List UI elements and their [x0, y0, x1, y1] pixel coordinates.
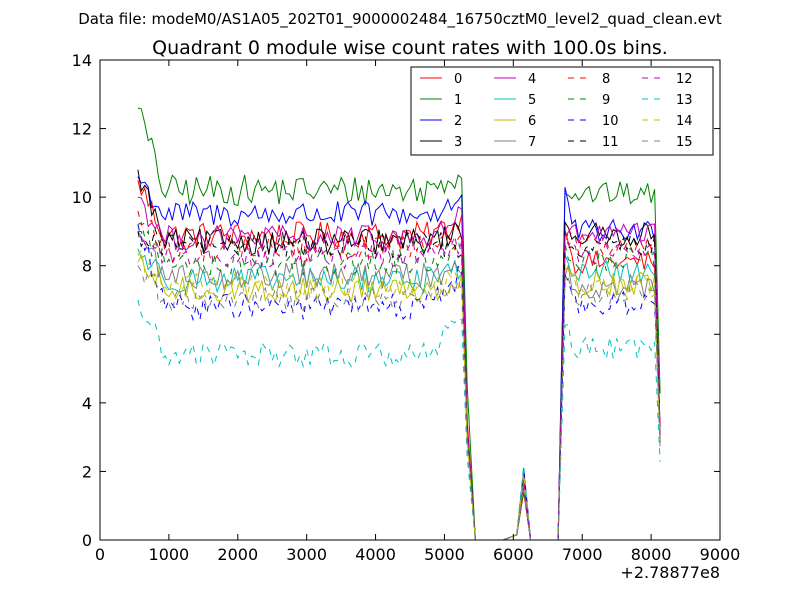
y-tick-label: 4	[82, 394, 92, 413]
series-line-9	[137, 221, 661, 541]
legend-label-9: 9	[602, 93, 610, 108]
series-line-15	[137, 265, 661, 541]
legend-label-1: 1	[454, 93, 462, 108]
legend-label-15: 15	[676, 135, 693, 150]
x-tick-label: 0	[95, 545, 105, 564]
series-line-11	[137, 227, 661, 541]
legend-label-11: 11	[602, 135, 619, 150]
legend-label-0: 0	[454, 72, 462, 87]
legend-label-6: 6	[528, 114, 536, 129]
series-line-1	[137, 107, 661, 541]
legend-label-10: 10	[602, 114, 619, 129]
y-tick-label: 6	[82, 325, 92, 344]
y-tick-label: 0	[82, 531, 92, 550]
series-line-4	[137, 196, 661, 541]
legend-label-13: 13	[676, 93, 693, 108]
y-tick-label: 10	[72, 188, 92, 207]
legend-label-4: 4	[528, 72, 536, 87]
series-line-14	[137, 248, 661, 541]
chart-title: Quadrant 0 module wise count rates with …	[152, 37, 668, 59]
series-layer	[137, 107, 661, 541]
chart-suptitle: Data file: modeM0/AS1A05_202T01_90000024…	[78, 10, 722, 29]
legend-label-3: 3	[454, 135, 462, 150]
legend-label-12: 12	[676, 72, 693, 87]
x-tick-label: 3000	[286, 545, 327, 564]
x-tick-label: 4000	[355, 545, 396, 564]
y-tick-label: 12	[72, 120, 92, 139]
ticks-layer: 0 1000 2000 3000 4000 5000 6000 7000 8000 9000 0 2 4…	[72, 51, 741, 564]
series-line-5	[137, 248, 661, 541]
x-tick-label: 2000	[217, 545, 258, 564]
series-line-6	[137, 253, 661, 541]
legend-label-5: 5	[528, 93, 536, 108]
x-tick-label: 6000	[493, 545, 534, 564]
x-tick-label: 7000	[562, 545, 603, 564]
series-line-13	[137, 299, 661, 541]
x-tick-label: 8000	[631, 545, 672, 564]
series-line-12	[137, 230, 661, 541]
y-tick-label: 14	[72, 51, 92, 70]
x-tick-label: 1000	[149, 545, 190, 564]
x-tick-label: 5000	[424, 545, 465, 564]
legend-label-8: 8	[602, 72, 610, 87]
y-tick-label: 8	[82, 257, 92, 276]
series-line-8	[137, 210, 661, 541]
series-line-7	[137, 231, 661, 541]
series-line-2	[137, 176, 661, 541]
series-line-0	[137, 179, 661, 541]
y-tick-label: 2	[82, 462, 92, 481]
series-line-10	[137, 224, 661, 541]
legend-label-14: 14	[676, 114, 693, 129]
x-offset-label: +2.78877e8	[620, 563, 720, 582]
legend-frame	[410, 66, 714, 156]
x-tick-label: 9000	[700, 545, 741, 564]
plot-frame	[99, 59, 721, 541]
legend-label-2: 2	[454, 114, 462, 129]
legend-label-7: 7	[528, 135, 536, 150]
